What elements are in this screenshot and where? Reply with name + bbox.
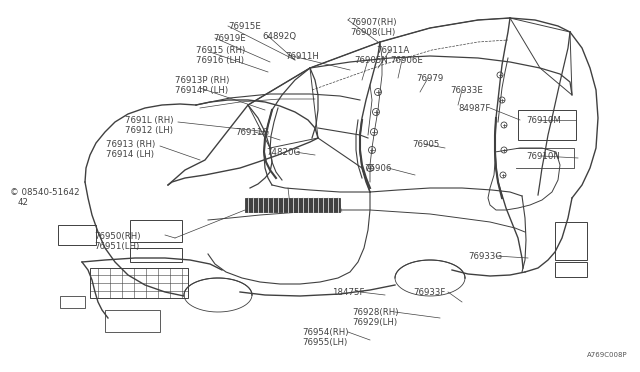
Text: 76915 (RH): 76915 (RH) <box>196 46 245 55</box>
Text: 76954(RH): 76954(RH) <box>302 328 349 337</box>
Bar <box>130 248 182 262</box>
Text: 76951(LH): 76951(LH) <box>94 242 140 251</box>
Bar <box>90 268 188 298</box>
Text: 7691L (RH): 7691L (RH) <box>125 116 173 125</box>
Text: 76916 (LH): 76916 (LH) <box>196 56 244 65</box>
Bar <box>130 220 182 242</box>
Text: 76912 (LH): 76912 (LH) <box>125 126 173 135</box>
Bar <box>555 222 587 260</box>
Text: 76919E: 76919E <box>213 34 246 43</box>
Text: 64892Q: 64892Q <box>262 32 296 41</box>
Text: 76911H: 76911H <box>285 52 319 61</box>
Text: © 08540-51642: © 08540-51642 <box>10 188 79 197</box>
Text: 76906: 76906 <box>364 164 392 173</box>
Text: A769C008P: A769C008P <box>588 352 628 358</box>
Text: 76905N: 76905N <box>354 56 388 65</box>
Text: 18475F: 18475F <box>332 288 365 297</box>
Text: 76914 (LH): 76914 (LH) <box>106 150 154 159</box>
Bar <box>518 110 576 140</box>
Text: 76933F: 76933F <box>413 288 445 297</box>
Text: 76911G: 76911G <box>235 128 269 137</box>
Text: 76915E: 76915E <box>228 22 261 31</box>
Text: 76979: 76979 <box>416 74 444 83</box>
Text: 76929(LH): 76929(LH) <box>352 318 397 327</box>
Text: 76911A: 76911A <box>376 46 409 55</box>
Text: 76905: 76905 <box>412 140 440 149</box>
Bar <box>555 262 587 277</box>
Text: 84987F: 84987F <box>458 104 490 113</box>
Text: 76913P (RH): 76913P (RH) <box>175 76 229 85</box>
Text: 76933E: 76933E <box>450 86 483 95</box>
Text: 76914P (LH): 76914P (LH) <box>175 86 228 95</box>
Text: 76907(RH): 76907(RH) <box>350 18 397 27</box>
Text: 76928(RH): 76928(RH) <box>352 308 399 317</box>
Text: 76906E: 76906E <box>390 56 423 65</box>
Bar <box>58 225 96 245</box>
Text: 74820G: 74820G <box>266 148 300 157</box>
Text: 76955(LH): 76955(LH) <box>302 338 348 347</box>
Text: 76913 (RH): 76913 (RH) <box>106 140 156 149</box>
Bar <box>60 296 85 308</box>
Text: 42: 42 <box>18 198 29 207</box>
Text: 76933G: 76933G <box>468 252 502 261</box>
Text: 76908(LH): 76908(LH) <box>350 28 396 37</box>
Text: 76910M: 76910M <box>526 116 561 125</box>
Bar <box>105 310 160 332</box>
Text: 76910N: 76910N <box>526 152 560 161</box>
Bar <box>245 198 340 212</box>
Text: 76950(RH): 76950(RH) <box>94 232 141 241</box>
